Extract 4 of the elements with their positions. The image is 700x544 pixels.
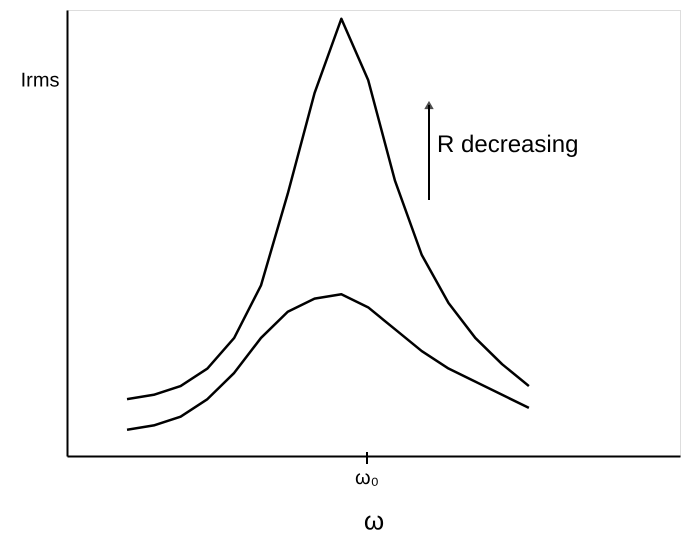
text: ω₀ <box>355 467 379 489</box>
y-axis-title: Irms <box>20 70 60 92</box>
annotation: R decreasing <box>437 131 578 158</box>
x-axis-title: ω <box>364 506 384 536</box>
